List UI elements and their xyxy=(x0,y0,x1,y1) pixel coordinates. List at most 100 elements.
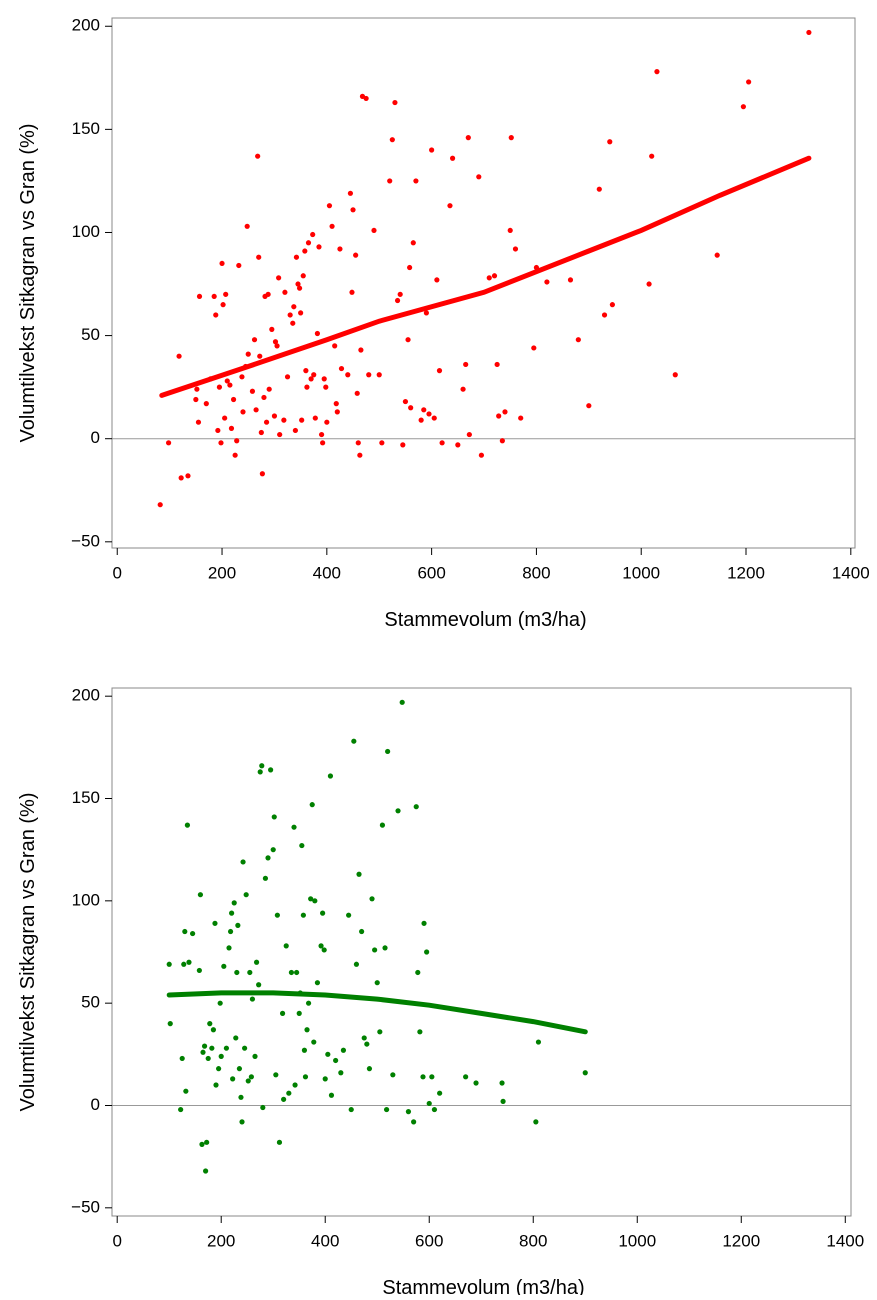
data-point xyxy=(194,386,200,392)
data-point xyxy=(199,1141,205,1147)
data-point xyxy=(351,738,357,744)
data-point xyxy=(265,855,271,861)
data-point xyxy=(193,396,199,403)
data-point xyxy=(499,1080,505,1086)
data-point xyxy=(201,1043,208,1049)
data-point xyxy=(271,814,277,820)
data-point xyxy=(405,1109,412,1115)
data-point xyxy=(329,223,335,229)
data-point xyxy=(413,804,419,810)
data-point xyxy=(405,337,411,343)
data-point xyxy=(276,275,282,281)
data-point xyxy=(531,345,537,351)
x-tick-label: 800 xyxy=(522,563,550,582)
data-point xyxy=(371,227,377,234)
data-point xyxy=(500,1098,506,1104)
data-point xyxy=(314,330,320,337)
data-point xyxy=(240,409,246,415)
data-point xyxy=(213,1082,219,1088)
data-point xyxy=(383,1106,390,1113)
data-point xyxy=(245,1078,251,1084)
data-point xyxy=(228,425,235,431)
data-point xyxy=(408,405,414,411)
data-point xyxy=(224,378,230,384)
data-point xyxy=(402,398,409,405)
data-point xyxy=(575,337,581,343)
data-point xyxy=(227,382,233,388)
data-point xyxy=(294,969,300,976)
data-point xyxy=(196,293,203,300)
x-axis-label: Stammevolum (m3/ha) xyxy=(384,609,586,631)
y-axis-label: Volumtilvekst Sitkagran vs Gran (%) xyxy=(17,124,39,443)
data-point xyxy=(308,896,314,902)
data-point xyxy=(369,896,375,902)
data-point xyxy=(179,1055,185,1062)
data-point xyxy=(399,699,405,705)
y-tick-label: 0 xyxy=(91,1095,100,1114)
data-point xyxy=(181,961,187,967)
y-tick-label: 150 xyxy=(72,788,100,807)
data-point xyxy=(535,1039,542,1045)
data-point xyxy=(502,409,508,415)
data-point xyxy=(304,384,310,390)
data-point xyxy=(227,928,234,935)
data-point xyxy=(338,1070,344,1076)
x-tick-label: 600 xyxy=(417,563,445,582)
data-point xyxy=(290,320,296,326)
data-point xyxy=(311,372,317,378)
data-point xyxy=(218,1053,224,1059)
fit-line xyxy=(166,990,588,1035)
data-point xyxy=(251,337,258,343)
data-point xyxy=(340,1047,347,1053)
data-point xyxy=(364,1041,370,1047)
data-point xyxy=(252,1053,258,1059)
fit-line xyxy=(159,155,812,398)
data-point xyxy=(215,427,221,434)
data-point xyxy=(226,945,232,951)
data-point xyxy=(314,980,321,986)
y-tick-label: 200 xyxy=(72,686,100,705)
data-point xyxy=(256,254,262,260)
data-point xyxy=(260,1104,266,1111)
data-point xyxy=(190,930,196,937)
data-point xyxy=(309,802,315,808)
data-point xyxy=(421,407,427,413)
data-point xyxy=(494,361,500,368)
data-point xyxy=(249,996,256,1002)
data-point xyxy=(195,419,202,425)
data-point xyxy=(236,1066,243,1072)
data-point xyxy=(255,153,261,159)
data-point xyxy=(434,277,440,283)
data-point xyxy=(166,961,172,967)
data-point xyxy=(219,260,225,267)
data-point xyxy=(276,1139,283,1145)
plot-frame xyxy=(111,687,852,1217)
data-point xyxy=(231,900,237,906)
data-point xyxy=(333,401,339,407)
data-point xyxy=(259,471,265,477)
data-point xyxy=(746,79,752,85)
y-tick-label: 100 xyxy=(72,890,100,909)
data-point xyxy=(299,842,305,849)
x-tick-label: 1000 xyxy=(618,1231,656,1250)
data-point xyxy=(420,1074,426,1080)
data-point xyxy=(512,246,519,252)
data-point xyxy=(182,928,188,935)
y-tick-label: 150 xyxy=(72,119,100,138)
data-point xyxy=(353,961,360,967)
data-point xyxy=(476,174,482,180)
data-point xyxy=(310,231,316,238)
data-point xyxy=(426,411,432,417)
data-point xyxy=(233,1035,239,1041)
data-point xyxy=(429,1074,435,1080)
data-point xyxy=(544,279,550,285)
data-point xyxy=(397,291,403,297)
y-tick-label: 0 xyxy=(91,428,100,447)
data-point xyxy=(346,912,352,918)
x-axis-label: Stammevolum (m3/ha) xyxy=(382,1277,584,1295)
data-point xyxy=(274,912,280,918)
data-point xyxy=(311,1039,317,1045)
data-point xyxy=(806,29,812,36)
data-point xyxy=(349,289,355,295)
